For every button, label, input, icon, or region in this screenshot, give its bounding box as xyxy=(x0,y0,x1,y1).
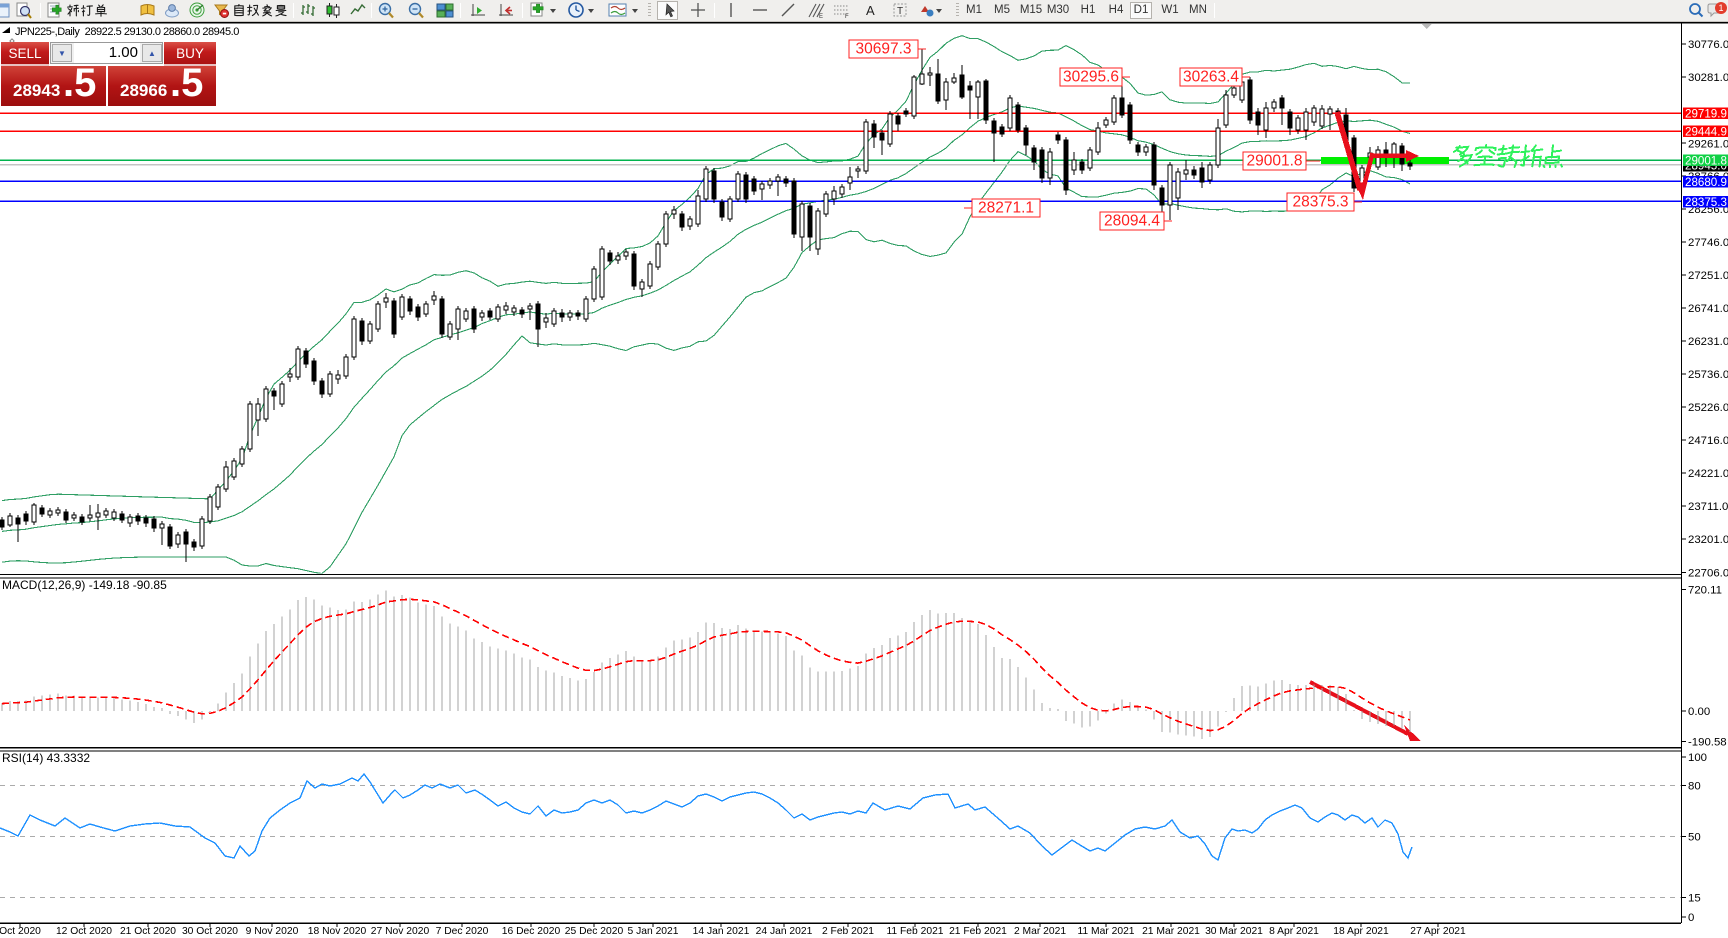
svg-text:RSI(14) 43.3332: RSI(14) 43.3332 xyxy=(2,751,90,765)
svg-text:21 Oct 2020: 21 Oct 2020 xyxy=(120,926,176,937)
svg-text:21 Feb 2021: 21 Feb 2021 xyxy=(949,926,1007,937)
svg-text:-190.58: -190.58 xyxy=(1688,737,1727,749)
svg-text:25 Dec 2020: 25 Dec 2020 xyxy=(565,926,624,937)
svg-text:29261.0: 29261.0 xyxy=(1688,138,1728,150)
svg-text:2 Feb 2021: 2 Feb 2021 xyxy=(822,926,874,937)
svg-text:15: 15 xyxy=(1688,893,1701,905)
svg-text:30295.6: 30295.6 xyxy=(1063,69,1119,86)
svg-text:MACD(12,26,9) -149.18 -90.85: MACD(12,26,9) -149.18 -90.85 xyxy=(2,578,167,592)
svg-text:0: 0 xyxy=(1688,912,1694,924)
svg-text:18 Apr 2021: 18 Apr 2021 xyxy=(1333,926,1389,937)
svg-text:22706.0: 22706.0 xyxy=(1688,568,1728,580)
svg-text:28375.3: 28375.3 xyxy=(1292,194,1348,211)
svg-text:28375.3: 28375.3 xyxy=(1685,196,1727,209)
svg-text:50: 50 xyxy=(1688,832,1701,844)
svg-text:23711.0: 23711.0 xyxy=(1688,501,1728,513)
svg-text:27251.0: 27251.0 xyxy=(1688,270,1728,282)
svg-text:29719.9: 29719.9 xyxy=(1685,107,1727,120)
svg-text:24 Jan 2021: 24 Jan 2021 xyxy=(756,926,813,937)
svg-text:7 Dec 2020: 7 Dec 2020 xyxy=(436,926,489,937)
svg-text:100: 100 xyxy=(1688,752,1707,764)
svg-text:F: F xyxy=(845,14,849,20)
svg-text:1: 1 xyxy=(1718,3,1723,13)
svg-text:720.11: 720.11 xyxy=(1688,585,1722,597)
svg-text:28094.4: 28094.4 xyxy=(1104,213,1160,230)
svg-text:E: E xyxy=(819,14,823,20)
svg-text:25736.0: 25736.0 xyxy=(1688,369,1728,381)
svg-text:8 Apr 2021: 8 Apr 2021 xyxy=(1269,926,1319,937)
svg-text:21 Mar 2021: 21 Mar 2021 xyxy=(1142,926,1200,937)
svg-text:Oct 2020: Oct 2020 xyxy=(0,926,41,937)
svg-text:27 Nov 2020: 27 Nov 2020 xyxy=(371,926,430,937)
svg-text:16 Dec 2020: 16 Dec 2020 xyxy=(502,926,561,937)
svg-text:30 Oct 2020: 30 Oct 2020 xyxy=(182,926,238,937)
svg-text:80: 80 xyxy=(1688,781,1701,793)
svg-text:25226.0: 25226.0 xyxy=(1688,402,1728,414)
svg-text:30697.3: 30697.3 xyxy=(855,41,911,58)
svg-text:30263.4: 30263.4 xyxy=(1183,69,1239,86)
svg-text:28271.1: 28271.1 xyxy=(978,200,1034,217)
svg-text:9 Nov 2020: 9 Nov 2020 xyxy=(246,926,299,937)
svg-text:14 Jan 2021: 14 Jan 2021 xyxy=(693,926,750,937)
svg-text:27 Apr 2021: 27 Apr 2021 xyxy=(1410,926,1466,937)
svg-text:11 Feb 2021: 11 Feb 2021 xyxy=(886,926,943,937)
svg-text:29001.8: 29001.8 xyxy=(1246,153,1302,170)
svg-text:24221.0: 24221.0 xyxy=(1688,468,1728,480)
svg-text:T: T xyxy=(897,6,903,17)
svg-text:28680.9: 28680.9 xyxy=(1685,176,1727,189)
svg-text:2 Mar 2021: 2 Mar 2021 xyxy=(1014,926,1066,937)
svg-text:5 Jan 2021: 5 Jan 2021 xyxy=(628,926,679,937)
svg-text:0.00: 0.00 xyxy=(1688,706,1710,718)
svg-text:24716.0: 24716.0 xyxy=(1688,435,1728,447)
svg-text:29444.9: 29444.9 xyxy=(1685,125,1727,138)
svg-text:26231.0: 26231.0 xyxy=(1688,336,1728,348)
svg-text:30281.0: 30281.0 xyxy=(1688,72,1728,84)
svg-text:23201.0: 23201.0 xyxy=(1688,534,1728,546)
svg-text:12 Oct 2020: 12 Oct 2020 xyxy=(56,926,112,937)
svg-text:30 Mar 2021: 30 Mar 2021 xyxy=(1205,926,1263,937)
svg-text:18 Nov 2020: 18 Nov 2020 xyxy=(308,926,367,937)
svg-text:27746.0: 27746.0 xyxy=(1688,237,1728,249)
svg-text:29001.8: 29001.8 xyxy=(1685,154,1727,167)
svg-text:30776.0: 30776.0 xyxy=(1688,39,1728,51)
svg-text:26741.0: 26741.0 xyxy=(1688,303,1728,315)
svg-text:11 Mar 2021: 11 Mar 2021 xyxy=(1077,926,1134,937)
